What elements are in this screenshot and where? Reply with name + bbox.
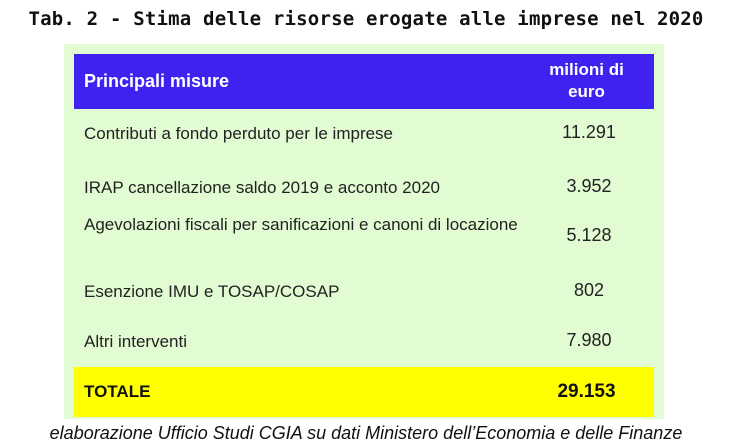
table-panel: Principali misure milioni di euro Contri… (64, 44, 664, 419)
row-label: Altri interventi (84, 332, 187, 351)
table-title: Tab. 2 - Stima delle risorse erogate all… (28, 8, 704, 30)
row-value: 11.291 (562, 122, 616, 142)
row-label: IRAP cancellazione saldo 2019 e acconto … (84, 178, 440, 197)
row-value: 7.980 (566, 330, 612, 350)
table-row: Contributi a fondo perduto per le impres… (84, 120, 644, 150)
header-unit: milioni di euro (519, 59, 654, 103)
header-measures: Principali misure (84, 71, 230, 91)
table-row: Altri interventi 7.980 (84, 328, 644, 358)
table-row: IRAP cancellazione saldo 2019 e acconto … (84, 174, 644, 204)
header-unit-line2: euro (568, 82, 605, 101)
row-value: 5.128 (566, 225, 612, 245)
total-value: 29.153 (557, 381, 616, 402)
total-row: TOTALE 29.153 (74, 367, 654, 417)
row-label: Esenzione IMU e TOSAP/COSAP (84, 282, 340, 301)
row-value: 3.952 (566, 176, 612, 196)
table-header: Principali misure milioni di euro (74, 54, 654, 109)
source-note: elaborazione Ufficio Studi CGIA su dati … (49, 423, 683, 443)
total-label: TOTALE (84, 382, 151, 401)
row-value: 802 (573, 280, 605, 300)
header-unit-line1: milioni di (549, 60, 624, 79)
table-row: Esenzione IMU e TOSAP/COSAP 802 (84, 278, 644, 308)
row-label: Contributi a fondo perduto per le impres… (84, 124, 394, 143)
table-row: Agevolazioni fiscali per sanificazioni e… (84, 212, 644, 256)
row-label: Agevolazioni fiscali per sanificazioni e… (84, 215, 518, 234)
